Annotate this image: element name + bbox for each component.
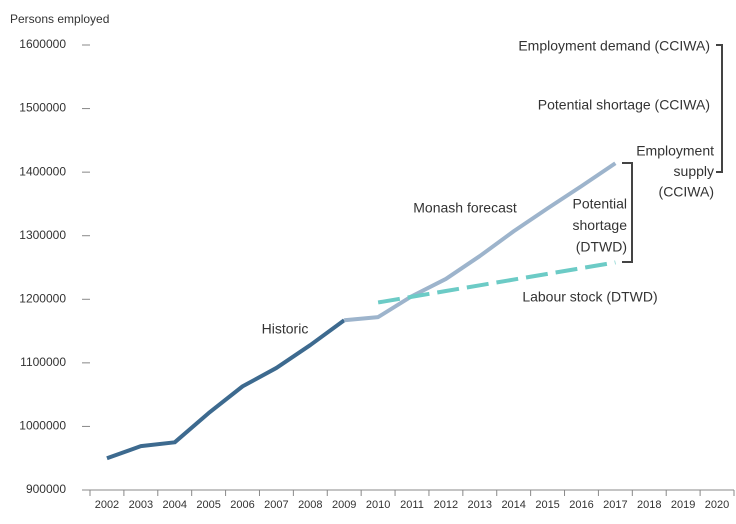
x-tick-label: 2020 xyxy=(705,499,729,511)
annotation: supply xyxy=(674,163,714,179)
x-tick-label: 2012 xyxy=(434,499,458,511)
x-tick-label: 2017 xyxy=(603,499,627,511)
series-label: Monash forecast xyxy=(413,200,517,216)
bracket-cciwa xyxy=(716,44,723,173)
y-tick-label: 1100000 xyxy=(20,355,66,369)
x-tick-label: 2014 xyxy=(501,499,525,511)
y-tick-label: 1500000 xyxy=(19,101,66,115)
series-label: Historic xyxy=(262,321,309,337)
annotation: shortage xyxy=(573,217,628,233)
x-tick-label: 2007 xyxy=(264,499,288,511)
x-tick-label: 2009 xyxy=(332,499,356,511)
x-tick-label: 2011 xyxy=(400,499,424,511)
annotation: Potential xyxy=(573,196,627,212)
x-tick-label: 2016 xyxy=(569,499,593,511)
x-tick-label: 2015 xyxy=(535,499,559,511)
series-line xyxy=(106,318,346,461)
annotation: Employment xyxy=(636,143,714,159)
x-tick-label: 2013 xyxy=(468,499,492,511)
y-tick-label: 1000000 xyxy=(19,419,66,433)
x-tick-label: 2005 xyxy=(196,499,220,511)
y-tick-label: 1300000 xyxy=(19,228,66,242)
x-tick-label: 2010 xyxy=(366,499,390,511)
annotation: (CCIWA) xyxy=(659,184,714,200)
bracket-dtwd xyxy=(622,162,633,263)
annotation: (DTWD) xyxy=(576,239,627,255)
y-axis-label: Persons employed xyxy=(10,12,109,26)
x-tick-label: 2002 xyxy=(95,499,119,511)
annotation: Potential shortage (CCIWA) xyxy=(538,97,710,113)
series-label: Labour stock (DTWD) xyxy=(522,289,657,305)
y-tick-label: 900000 xyxy=(26,482,66,496)
x-tick-label: 2018 xyxy=(637,499,661,511)
x-tick-label: 2006 xyxy=(230,499,254,511)
series-line xyxy=(377,260,616,305)
series-line xyxy=(344,161,617,323)
y-tick-label: 1400000 xyxy=(19,164,66,178)
x-tick-label: 2004 xyxy=(162,499,186,511)
x-tick-label: 2003 xyxy=(129,499,153,511)
x-tick-label: 2019 xyxy=(671,499,695,511)
y-tick-label: 1200000 xyxy=(19,291,66,305)
annotation: Employment demand (CCIWA) xyxy=(518,38,710,54)
y-tick-label: 1600000 xyxy=(19,37,66,51)
x-tick-label: 2008 xyxy=(298,499,322,511)
